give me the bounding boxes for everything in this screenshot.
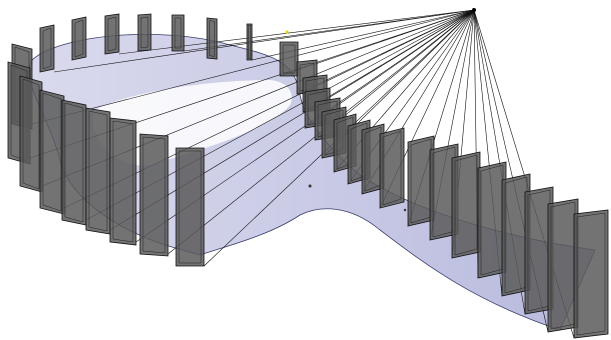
panel [175,147,205,267]
marker-dot-2 [403,208,407,212]
panel [573,209,609,339]
panel [246,23,253,61]
panel [379,127,405,209]
panel-inner-frame [174,17,182,49]
panel-inner-frame [178,150,202,264]
panel [39,24,55,73]
panel [206,17,218,60]
panel-inner-frame [112,120,134,243]
panel [139,133,169,257]
panel [137,13,152,52]
projection-ray [53,9,475,73]
panel-inner-frame [454,154,478,256]
panel-inner-frame [42,27,52,70]
projection-center-point [472,8,476,12]
projection-ray [183,9,475,52]
panel-strip [7,13,609,339]
panel [451,151,481,259]
panel-inner-frame [107,16,117,52]
panel [279,41,299,77]
panel-inner-frame [382,130,402,206]
panel [61,99,87,226]
panel-inner-frame [64,102,84,223]
projection-ray [302,9,475,113]
panel [109,117,137,246]
panel [39,89,65,215]
projection-ray [31,9,475,125]
panel-inner-frame [209,20,215,57]
panel-inner-frame [576,212,606,336]
panel [71,16,87,61]
panel-inner-frame [74,19,84,58]
marker-dot-1 [308,184,312,188]
panel-inner-frame [140,16,149,49]
panel [85,107,111,235]
panel-inner-frame [42,92,62,212]
panel [171,14,185,52]
panel [547,198,579,333]
panel-inner-frame [88,110,108,232]
panel-inner-frame [142,136,166,254]
panel [19,75,43,193]
projection-ray [109,9,475,231]
panel-inner-frame [282,44,296,74]
marker-yellow [285,30,289,34]
panel-inner-frame [248,25,251,59]
panel [104,13,120,55]
panel-inner-frame [22,78,40,190]
